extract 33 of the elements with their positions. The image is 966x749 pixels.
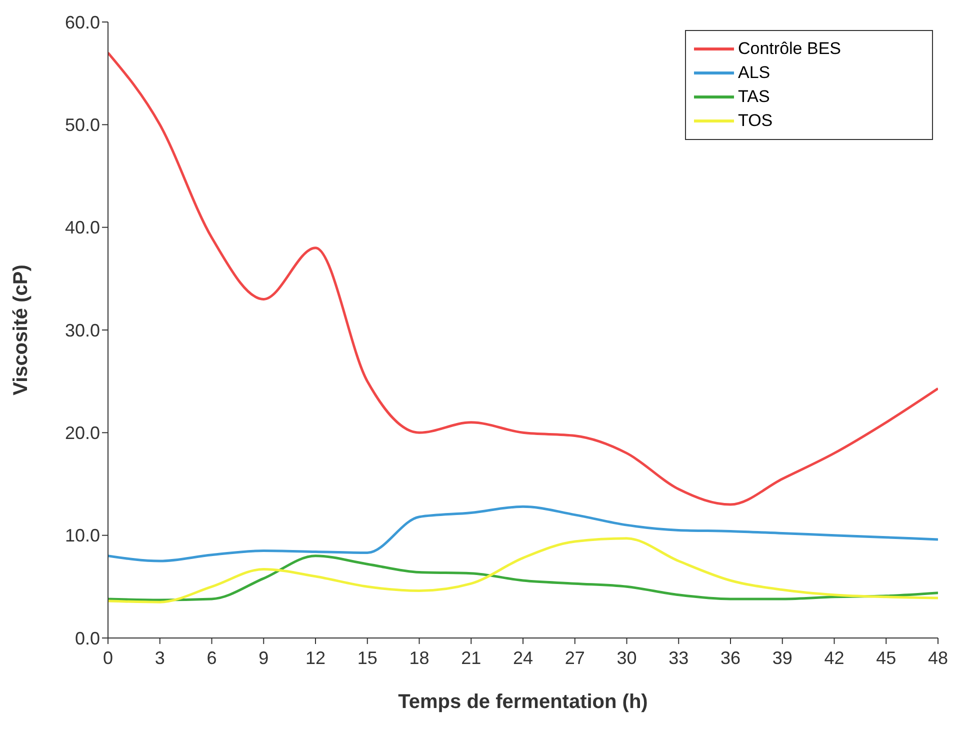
x-tick-label: 18: [409, 648, 430, 668]
x-tick-label: 48: [928, 648, 948, 668]
x-tick-label: 33: [668, 648, 689, 668]
x-tick-label: 27: [564, 648, 585, 668]
x-tick-label: 24: [512, 648, 534, 668]
legend-label: Contrôle BES: [738, 38, 841, 60]
x-tick-label: 0: [102, 648, 114, 668]
x-axis-title: Temps de fermentation (h): [398, 691, 648, 713]
x-tick-label: 39: [772, 648, 792, 668]
legend-label: TAS: [738, 86, 770, 108]
x-tick-label: 30: [616, 648, 637, 668]
line-series: [108, 505, 938, 562]
x-tick-label: 6: [206, 648, 217, 668]
x-tick-label: 12: [305, 648, 326, 668]
legend-label: TOS: [738, 110, 773, 132]
y-tick-label: 40.0: [64, 218, 100, 238]
y-tick-label: 60.0: [64, 12, 100, 32]
y-tick-label: 30.0: [64, 320, 100, 340]
line-series: [108, 537, 938, 604]
legend-label: ALS: [738, 62, 770, 84]
x-tick-label: 36: [720, 648, 741, 668]
y-tick-label: 10.0: [64, 526, 100, 546]
y-tick-label: 50.0: [64, 115, 100, 136]
y-tick-label: 0.0: [74, 628, 100, 648]
x-tick-label: 45: [876, 648, 896, 668]
x-tick-label: 42: [824, 648, 844, 668]
x-tick-label: 15: [357, 648, 378, 668]
y-tick-label: 20.0: [64, 423, 100, 444]
x-tick-label: 21: [461, 648, 482, 668]
x-tick-label: 3: [154, 648, 165, 668]
x-tick-label: 9: [258, 648, 269, 668]
line-series: [108, 554, 938, 602]
y-axis-title: Viscosité (cP): [10, 264, 32, 396]
